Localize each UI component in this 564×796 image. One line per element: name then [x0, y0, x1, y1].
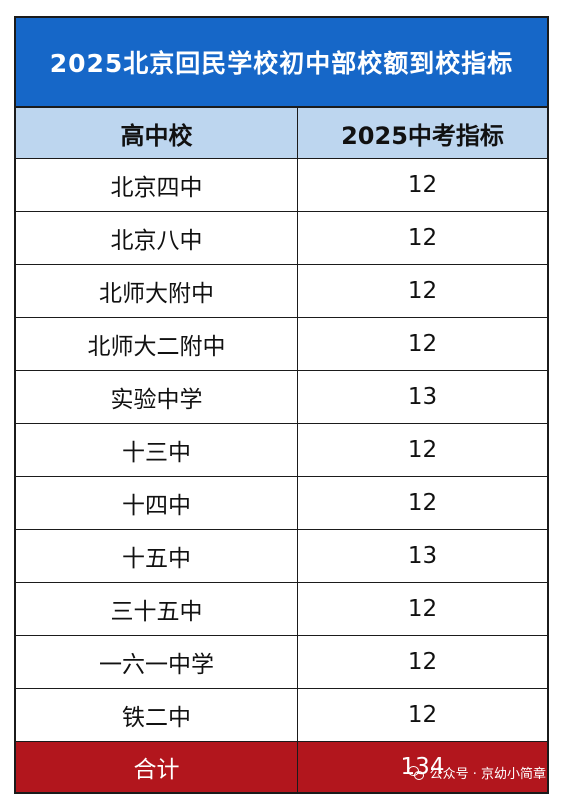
table-title: 2025北京回民学校初中部校额到校指标: [16, 18, 547, 108]
school-cell: 十四中: [16, 477, 298, 529]
school-cell: 铁二中: [16, 689, 298, 741]
quota-cell: 12: [407, 225, 438, 251]
total-row: 合计 134: [16, 742, 547, 792]
table-row: 铁二中 12: [16, 689, 547, 742]
table-row: 三十五中 12: [16, 583, 547, 636]
school-cell: 三十五中: [16, 583, 298, 635]
header-school: 高中校: [16, 108, 298, 158]
watermark-text: 公众号 · 京幼小简章: [429, 767, 546, 782]
quota-cell: 12: [407, 331, 438, 357]
school-cell: 北师大二附中: [16, 318, 298, 370]
table-row: 北京八中 12: [16, 212, 547, 265]
school-cell: 北京四中: [16, 159, 298, 211]
watermark: 公众号 · 京幼小简章: [407, 763, 546, 782]
table-body: 北京四中 12 北京八中 12 北师大附中 12 北师大二附中 12 实验中学 13 十三中 12 十四…: [16, 159, 547, 742]
table-row: 北京四中 12: [16, 159, 547, 212]
school-cell: 实验中学: [16, 371, 298, 423]
table-row: 北师大附中 12: [16, 265, 547, 318]
table-row: 一六一中学 12: [16, 636, 547, 689]
wechat-icon: [407, 765, 424, 780]
quota-cell: 12: [407, 437, 438, 463]
header-quota: 2025中考指标: [341, 121, 504, 150]
school-cell: 北师大附中: [16, 265, 298, 317]
school-cell: 十三中: [16, 424, 298, 476]
school-cell: 一六一中学: [16, 636, 298, 688]
school-cell: 十五中: [16, 530, 298, 582]
quota-cell: 12: [407, 278, 438, 304]
quota-cell: 13: [407, 384, 438, 410]
table-row: 十四中 12: [16, 477, 547, 530]
quota-cell: 12: [407, 649, 438, 675]
school-cell: 北京八中: [16, 212, 298, 264]
quota-cell: 12: [407, 702, 438, 728]
quota-cell: 12: [407, 596, 438, 622]
quota-table: 2025北京回民学校初中部校额到校指标 高中校 2025中考指标 北京四中 12 北…: [14, 16, 549, 794]
total-label: 合计: [16, 742, 298, 792]
table-header: 高中校 2025中考指标: [16, 108, 547, 159]
quota-cell: 12: [407, 172, 438, 198]
quota-cell: 13: [407, 543, 438, 569]
table-row: 实验中学 13: [16, 371, 547, 424]
table-row: 北师大二附中 12: [16, 318, 547, 371]
quota-cell: 12: [407, 490, 438, 516]
table-row: 十三中 12: [16, 424, 547, 477]
table-row: 十五中 13: [16, 530, 547, 583]
